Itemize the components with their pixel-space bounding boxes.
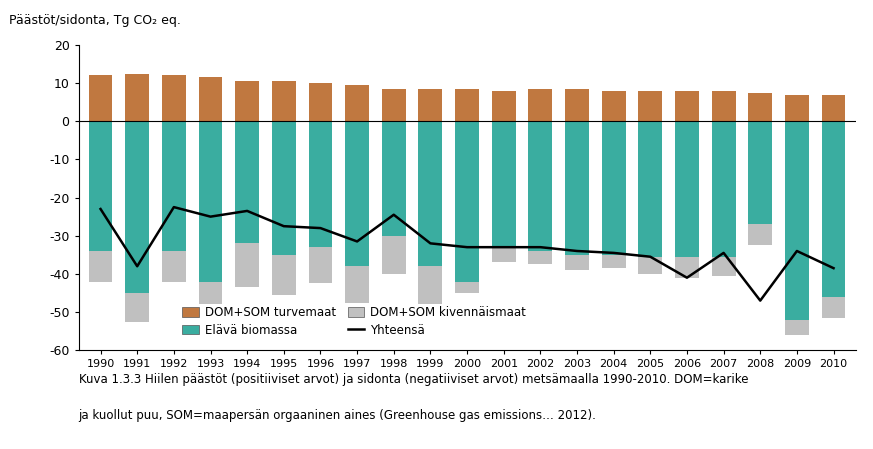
Bar (455, 89, 479, 121)
Bar (382, 236, 406, 274)
Bar (345, 266, 369, 303)
Bar (89, 121, 113, 251)
Bar (162, 251, 186, 282)
Bar (308, 247, 333, 283)
Bar (601, 121, 626, 255)
Bar (162, 121, 186, 251)
Bar (638, 257, 663, 274)
Bar (785, 94, 808, 121)
Bar (198, 282, 223, 304)
Bar (565, 121, 589, 255)
Bar (272, 121, 296, 255)
Bar (601, 255, 626, 268)
Legend: DOM+SOM turvemaat, Elävä biomassa, DOM+SOM kivennäismaat, Yhteensä: DOM+SOM turvemaat, Elävä biomassa, DOM+S… (178, 301, 531, 341)
Bar (455, 121, 479, 282)
Bar (198, 77, 223, 121)
Bar (235, 243, 259, 287)
Bar (418, 121, 443, 266)
Bar (675, 91, 699, 121)
Bar (198, 121, 223, 282)
Bar (711, 121, 736, 257)
Bar (308, 83, 333, 121)
Bar (235, 81, 259, 121)
Bar (126, 74, 149, 121)
Bar (785, 320, 808, 335)
Bar (748, 121, 772, 224)
Bar (382, 89, 406, 121)
Bar (491, 247, 516, 262)
Bar (565, 255, 589, 270)
Bar (528, 89, 553, 121)
Bar (126, 293, 149, 321)
Bar (821, 297, 845, 318)
Bar (235, 121, 259, 243)
Bar (491, 121, 516, 247)
Bar (455, 282, 479, 293)
Bar (308, 121, 333, 247)
Bar (748, 92, 772, 121)
Text: ja kuollut puu, SOM=maapersän orgaaninen aines (Greenhouse gas emissions… 2012).: ja kuollut puu, SOM=maapersän orgaaninen… (79, 409, 596, 422)
Bar (711, 91, 736, 121)
Bar (785, 121, 808, 320)
Bar (382, 121, 406, 236)
Bar (528, 121, 553, 251)
Bar (89, 75, 113, 121)
Bar (418, 89, 443, 121)
Bar (601, 91, 626, 121)
Bar (638, 121, 663, 257)
Bar (675, 257, 699, 277)
Bar (345, 121, 369, 266)
Bar (272, 81, 296, 121)
Bar (528, 251, 553, 264)
Bar (272, 255, 296, 295)
Bar (565, 89, 589, 121)
Bar (675, 121, 699, 257)
Bar (491, 91, 516, 121)
Bar (418, 266, 443, 304)
Text: Kuva 1.3.3 Hiilen päästöt (positiiviset arvot) ja sidonta (negatiiviset arvot) m: Kuva 1.3.3 Hiilen päästöt (positiiviset … (79, 373, 748, 386)
Bar (638, 91, 663, 121)
Bar (126, 121, 149, 293)
Bar (162, 75, 186, 121)
Bar (748, 224, 772, 245)
Bar (711, 257, 736, 276)
Bar (821, 94, 845, 121)
Bar (821, 121, 845, 297)
Text: Päästöt/sidonta, Tg CO₂ eq.: Päästöt/sidonta, Tg CO₂ eq. (9, 14, 181, 27)
Bar (345, 85, 369, 121)
Bar (89, 251, 113, 282)
